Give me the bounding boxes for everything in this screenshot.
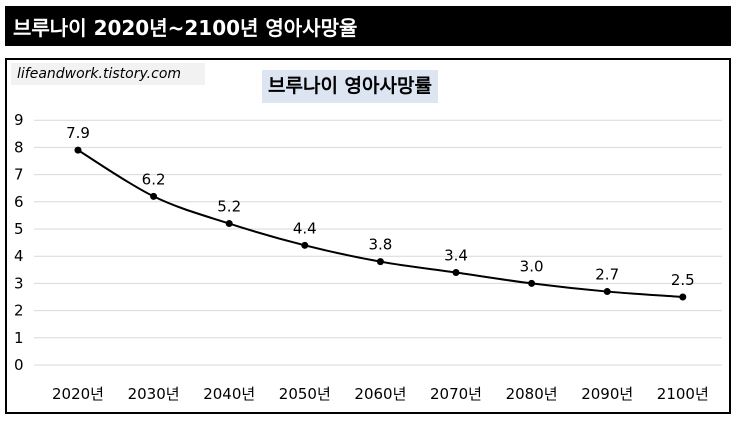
- x-tick-label: 2040년: [203, 385, 255, 403]
- x-axis-ticks: 2020년 2030년 2040년 2050년 2060년 2070년 2080년 2090년…: [52, 385, 709, 403]
- header-title: 브루나이 2020년~2100년 영아사망율: [13, 15, 358, 40]
- watermark-text: lifeandwork.tistory.com: [11, 63, 205, 85]
- data-label: 5.2: [217, 198, 241, 216]
- y-tick-label: 1: [14, 329, 24, 347]
- series-line: [77, 149, 683, 298]
- x-tick-label: 2020년: [52, 385, 104, 403]
- data-label: 2.7: [595, 266, 619, 284]
- data-point: [603, 288, 611, 296]
- data-label: 6.2: [142, 170, 166, 188]
- x-tick-label: 2090년: [581, 385, 633, 403]
- x-tick-label: 2080년: [506, 385, 558, 403]
- data-point: [225, 220, 233, 228]
- data-label: 2.5: [671, 271, 695, 289]
- y-axis-ticks: 0 1 2 3 4 5 6 7 8 9: [14, 111, 24, 374]
- data-label: 4.4: [293, 219, 317, 237]
- y-tick-label: 9: [14, 111, 24, 129]
- y-tick-label: 8: [14, 138, 24, 156]
- x-tick-label: 2100년: [657, 385, 709, 403]
- x-tick-label: 2070년: [430, 385, 482, 403]
- y-tick-label: 4: [14, 247, 24, 265]
- data-label: 3.8: [368, 236, 392, 254]
- data-label: 3.4: [444, 247, 468, 265]
- data-point: [150, 192, 158, 200]
- y-tick-label: 3: [14, 274, 24, 292]
- x-tick-label: 2060년: [354, 385, 406, 403]
- x-tick-label: 2050년: [279, 385, 331, 403]
- data-point: [376, 258, 384, 266]
- gridlines: [34, 119, 722, 366]
- y-tick-label: 2: [14, 302, 24, 320]
- data-point: [528, 279, 536, 287]
- chart-title: 브루나이 영아사망률: [262, 70, 438, 103]
- page-header: 브루나이 2020년~2100년 영아사망율: [5, 6, 731, 46]
- data-point: [679, 293, 687, 301]
- y-tick-label: 7: [14, 166, 24, 184]
- y-tick-label: 0: [14, 356, 24, 374]
- data-label: 3.0: [520, 257, 544, 275]
- x-tick-label: 2030년: [128, 385, 180, 403]
- series-path: [77, 149, 683, 298]
- data-point: [74, 146, 82, 154]
- data-points: [74, 146, 687, 301]
- y-tick-label: 5: [14, 220, 24, 238]
- data-point: [301, 241, 309, 249]
- chart-frame: [5, 58, 731, 414]
- data-labels: 7.9 6.2 5.2 4.4 3.8 3.4 3.0 2.7 2.5: [66, 124, 695, 289]
- data-label: 7.9: [66, 124, 90, 142]
- y-tick-label: 6: [14, 193, 24, 211]
- data-point: [452, 269, 460, 277]
